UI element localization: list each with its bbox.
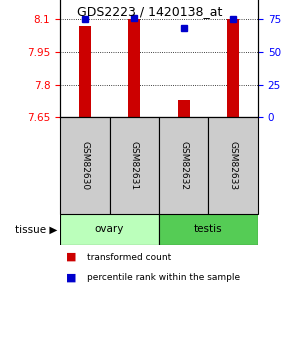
Text: testis: testis bbox=[194, 225, 223, 234]
Text: ■: ■ bbox=[66, 273, 76, 283]
Text: ovary: ovary bbox=[95, 225, 124, 234]
Text: GSM82630: GSM82630 bbox=[80, 141, 89, 190]
Bar bbox=[159, 117, 208, 214]
Bar bbox=[110, 117, 159, 214]
Bar bbox=[227, 19, 239, 117]
Bar bbox=[128, 19, 140, 117]
Text: percentile rank within the sample: percentile rank within the sample bbox=[87, 273, 240, 282]
Text: transformed count: transformed count bbox=[87, 253, 171, 262]
Text: GDS2223 / 1420138_at: GDS2223 / 1420138_at bbox=[77, 6, 223, 19]
Bar bbox=[79, 26, 91, 117]
Bar bbox=[208, 117, 258, 214]
Bar bbox=[60, 214, 159, 245]
Text: tissue ▶: tissue ▶ bbox=[15, 225, 57, 234]
Text: GSM82631: GSM82631 bbox=[130, 141, 139, 190]
Bar bbox=[159, 214, 258, 245]
Bar bbox=[60, 117, 110, 214]
Text: ■: ■ bbox=[66, 252, 76, 262]
Text: GSM82633: GSM82633 bbox=[229, 141, 238, 190]
Text: GSM82632: GSM82632 bbox=[179, 141, 188, 190]
Bar bbox=[178, 100, 190, 117]
